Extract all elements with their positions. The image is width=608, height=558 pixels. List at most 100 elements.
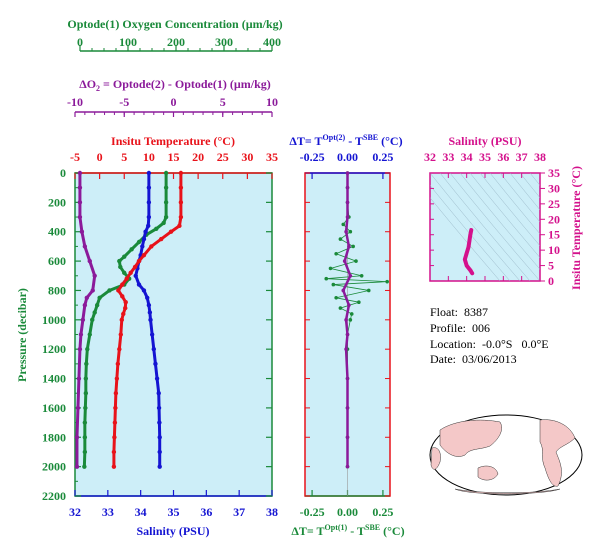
ts-point <box>467 239 472 243</box>
oxygen-profile-point <box>83 391 89 396</box>
ts-density-contour <box>509 173 540 211</box>
ts-point <box>464 263 469 268</box>
delta-t-bottom-tick-label: 0.00 <box>337 505 358 519</box>
delta-t-series-point <box>385 279 389 284</box>
temperature-profile-point <box>112 420 118 425</box>
oxygen-profile-point <box>92 310 97 315</box>
delta-t-series-point <box>338 306 343 310</box>
temperature-profile-point <box>117 346 122 352</box>
delta-t-series-point <box>345 435 350 440</box>
temperature-profile-point <box>168 229 174 234</box>
delta-t-series-point <box>348 318 353 322</box>
salinity-profile-point <box>140 244 145 249</box>
temperature-profile-point <box>177 223 182 229</box>
salinity-profile-point <box>146 302 152 308</box>
ts-point <box>464 251 469 256</box>
salinity-tick-label: 34 <box>135 505 147 519</box>
temperature-tick-label: 15 <box>168 150 180 164</box>
ts-temperature-tick-label: 15 <box>548 228 560 242</box>
oxygen-profile-point <box>163 214 169 220</box>
oxygen-tick-label: 200 <box>167 35 185 49</box>
salinity-profile-point <box>154 376 160 381</box>
delta_o2-profile-point <box>76 376 82 381</box>
delta-t-series-point <box>347 244 351 249</box>
delta-t-top-tick-label: -0.25 <box>300 150 325 164</box>
salinity-tick-label: 38 <box>266 505 278 519</box>
oxygen-profile-point <box>107 288 112 293</box>
ts-salinity-tick-label: 37 <box>516 150 528 164</box>
delta-t-top-mid: - T <box>345 134 363 148</box>
date-info: Date: 03/06/2013 <box>430 352 517 366</box>
delta-t-series-point <box>345 200 350 205</box>
ts-salinity-tick-label: 34 <box>461 150 473 164</box>
ts-density-contour <box>469 173 540 259</box>
temperature-profile-point <box>141 253 147 258</box>
delta-t-series-point <box>334 251 338 256</box>
delta_o2-profile-point <box>80 317 86 323</box>
delta_o2-profile-point <box>82 244 88 249</box>
temperature-tick-label: 35 <box>266 150 278 164</box>
delta-t-top-label: ΔT= TOpt(2) - TSBE (°C) <box>289 133 402 148</box>
ts-temperature-tick-label: 30 <box>548 181 560 195</box>
oxygen-profile-point <box>82 464 87 469</box>
delta_o2-profile-line <box>75 173 97 467</box>
delta-t-series-point <box>354 259 358 263</box>
temperature-profile-point <box>120 294 125 299</box>
temperature-tick-label: 25 <box>217 150 229 164</box>
oxygen-profile-point <box>90 317 95 323</box>
temperature-tick-label: 10 <box>143 150 155 164</box>
delta-t-bottom-unit: (°C) <box>380 524 404 538</box>
ts-density-contour <box>459 173 540 270</box>
delta_o2-profile-point <box>87 258 92 264</box>
oxygen-profile-point <box>163 185 169 190</box>
ts-temperature-tick-label: 35 <box>548 166 560 180</box>
pressure-tick-label: 0 <box>60 166 66 180</box>
temperature-profile-point <box>118 332 124 337</box>
delta-t-panel: ΔT= TOpt(2) - TSBE (°C) -0.25 -0.25 0.00 0.… <box>289 133 404 538</box>
delta-o2-label-rest: = Optode(2) - Optode(1) (µm/kg) <box>100 77 271 91</box>
salinity-profile-point <box>157 435 162 440</box>
delta-t-series-point <box>357 300 361 305</box>
temperature-profile-point <box>178 170 184 176</box>
temperature-profile-point <box>124 276 129 281</box>
ts-panel-background <box>429 172 541 282</box>
salinity-profile-point <box>146 200 152 205</box>
delta-t-bottom-tick-label: -0.25 <box>300 505 325 519</box>
map-land-asia <box>439 419 502 457</box>
salinity-profile-point <box>146 214 152 220</box>
oxygen-profile-point <box>82 435 88 440</box>
ts-density-contour <box>449 173 540 281</box>
ts-density-contour <box>479 173 540 247</box>
ts-salinity-tick-label: 32 <box>424 150 436 164</box>
ts-point <box>468 232 473 237</box>
temperature-axis-title: Insitu Temperature (°C) <box>111 134 235 148</box>
delta-t-series-point <box>341 222 346 227</box>
main-profile-panel: Insitu Temperature (°C) -5 0 5 10 15 20 25 30 35… <box>15 134 278 538</box>
oxygen-tick-label: 0 <box>77 35 83 49</box>
delta-t-series-point <box>344 318 348 322</box>
temperature-profile-point <box>119 317 124 323</box>
ts-point <box>469 228 474 232</box>
oxygen-profile-point <box>122 254 127 259</box>
oxygen-tick-label: 400 <box>263 35 281 49</box>
delta-o2-axis-ticks: -10 -5 0 5 10 <box>67 95 278 117</box>
ts-density-contour <box>560 173 608 281</box>
ts-point <box>466 245 471 249</box>
delta_o2-profile-point <box>74 435 80 440</box>
ts-temperature-label: Insitu Temperature (°C) <box>569 166 583 290</box>
oxygen-axis: Optode(1) Oxygen Concentration (µm/kg) 0… <box>67 17 283 52</box>
temperature-profile-point <box>113 391 119 396</box>
delta-t-series <box>324 171 389 469</box>
oxygen-profile-point <box>129 247 134 252</box>
delta-t-series-point <box>328 266 333 271</box>
delta-t-bottom-tick-label: 0.25 <box>372 505 393 519</box>
ts-density-contour <box>519 173 540 199</box>
temperature-profile-point <box>178 214 184 220</box>
oxygen-profile-point <box>122 270 127 276</box>
delta-t-series-point <box>344 347 348 351</box>
delta_o2-profile-point <box>92 273 97 278</box>
salinity-profile-line <box>134 173 162 467</box>
pressure-tick-label: 2200 <box>42 489 66 503</box>
oxygen-profile-point <box>117 258 122 264</box>
temperature-profile-point <box>132 264 138 270</box>
